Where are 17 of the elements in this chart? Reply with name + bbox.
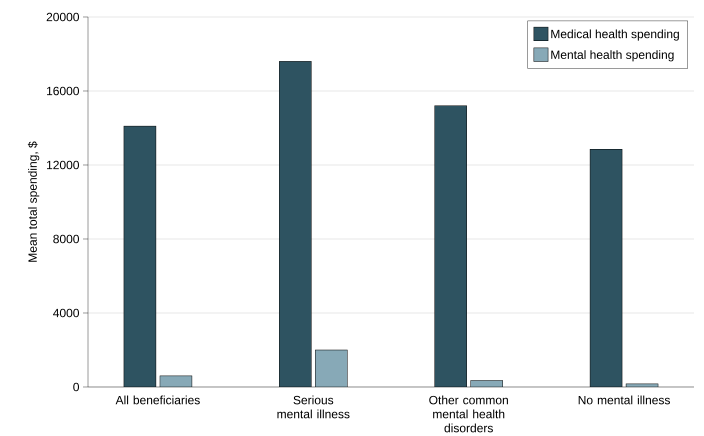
y-axis-title: Mean total spending, $	[28, 142, 40, 262]
x-tick-label: All beneficiaries	[116, 396, 200, 404]
y-tick-label: 16000	[47, 86, 79, 96]
bar	[279, 62, 312, 388]
y-tick-label: 8000	[53, 234, 79, 244]
bar	[590, 149, 622, 388]
x-tick-label: No mental illness	[578, 396, 670, 404]
bar	[434, 106, 467, 388]
y-tick-label: 12000	[47, 160, 79, 170]
y-tick-label: 20000	[46, 12, 79, 22]
bar	[124, 126, 156, 388]
legend-label: Mental health spending	[551, 50, 674, 62]
x-tick-label: Serious mental illness	[277, 396, 350, 418]
y-tick-label: 4000	[53, 308, 79, 318]
x-tick-label: Other common mental health disorders	[429, 396, 508, 432]
legend-label: Medical health spending	[551, 30, 679, 41]
y-tick-label: 0	[73, 382, 80, 392]
